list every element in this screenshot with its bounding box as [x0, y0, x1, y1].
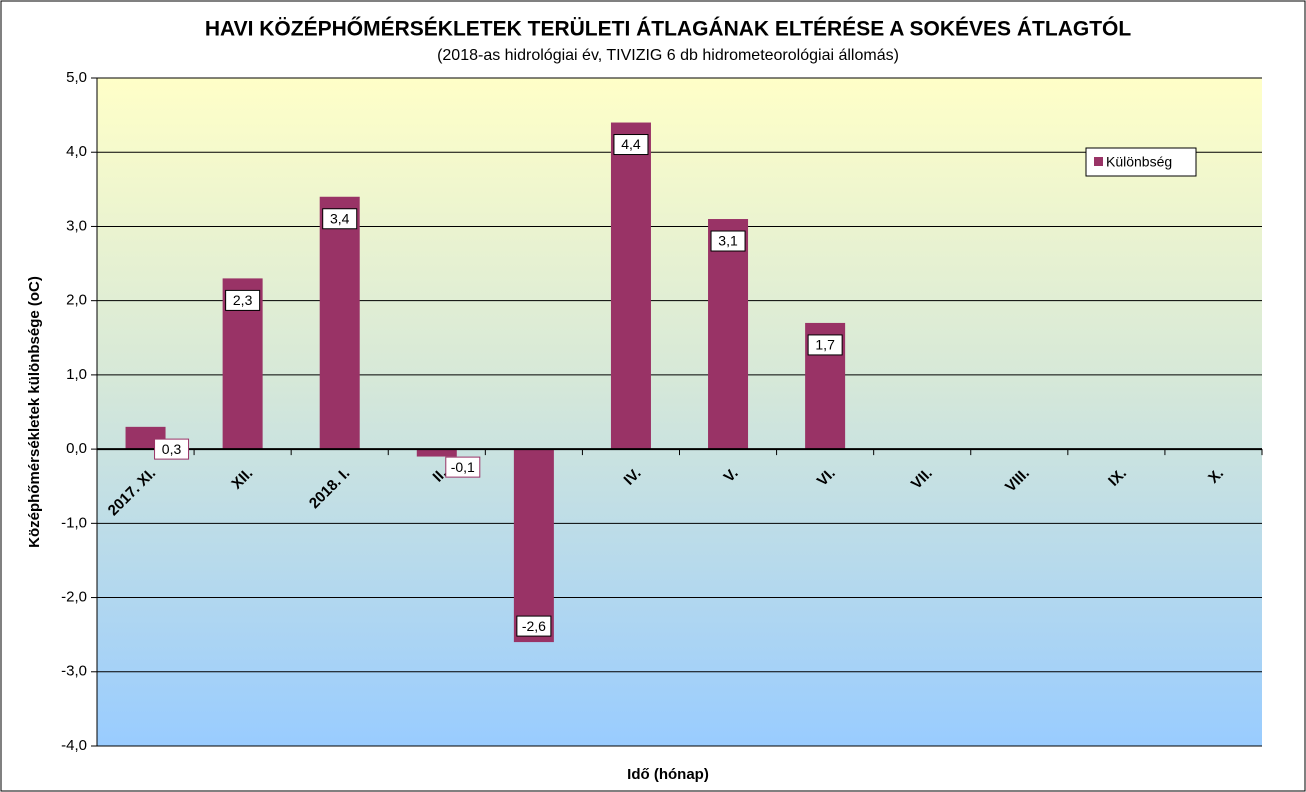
plot-area — [97, 78, 1262, 746]
y-tick-label: -3,0 — [61, 663, 87, 680]
value-label-box — [225, 289, 261, 311]
y-tick-label: 4,0 — [66, 143, 87, 160]
y-tick-label: 3,0 — [66, 217, 87, 234]
value-label-box — [710, 230, 746, 252]
value-label: -2,6 — [522, 618, 546, 634]
bar — [416, 449, 457, 457]
value-label-box — [613, 134, 649, 156]
bar — [610, 122, 651, 450]
value-label-box — [516, 615, 552, 637]
y-tick-label: 1,0 — [66, 366, 87, 383]
value-label: 4,4 — [621, 136, 641, 152]
value-label-box — [322, 208, 358, 230]
value-label-box — [445, 456, 481, 478]
value-label: 0,3 — [162, 441, 182, 457]
value-label-box — [154, 438, 190, 460]
value-label-box — [807, 334, 843, 356]
legend-box — [1085, 147, 1197, 177]
chart-subtitle: (2018-as hidrológiai év, TIVIZIG 6 db hi… — [437, 47, 899, 64]
y-tick-label: 0,0 — [66, 440, 87, 457]
bar — [708, 219, 749, 450]
bar — [513, 449, 554, 643]
y-tick-label: -4,0 — [61, 737, 87, 754]
x-axis-label: Idő (hónap) — [627, 766, 709, 783]
legend-swatch — [1094, 157, 1103, 166]
value-label: 3,4 — [330, 210, 350, 226]
y-axis-label: Középhőmérsékletek különbsége (oC) — [26, 276, 43, 548]
y-tick-label: 2,0 — [66, 292, 87, 309]
y-tick-label: -1,0 — [61, 514, 87, 531]
value-label: 3,1 — [718, 233, 738, 249]
value-label: -0,1 — [451, 459, 475, 475]
chart-title: HAVI KÖZÉPHŐMÉRSÉKLETEK TERÜLETI ÁTLAGÁN… — [205, 17, 1132, 41]
y-tick-label: -2,0 — [61, 589, 87, 606]
bar — [319, 196, 360, 450]
value-label: 1,7 — [815, 337, 835, 353]
value-label: 2,3 — [233, 292, 253, 308]
legend-label: Különbség — [1106, 154, 1172, 170]
y-tick-label: 5,0 — [66, 69, 87, 86]
